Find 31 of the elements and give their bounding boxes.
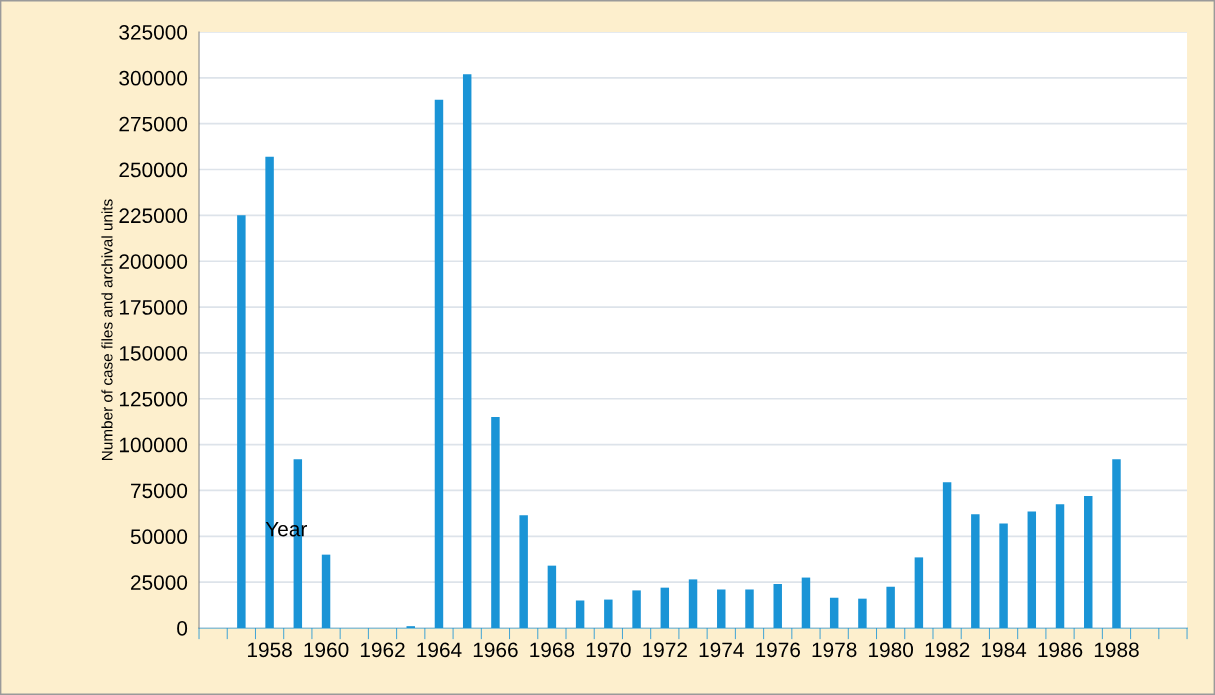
x-tick-label: 1972 <box>643 642 687 658</box>
y-tick-label: 325000 <box>119 24 188 40</box>
x-tick-label: 1966 <box>473 642 518 658</box>
x-tick-label: 1970 <box>586 642 631 658</box>
x-tick-label: 1974 <box>699 642 744 658</box>
y-tick-label: 125000 <box>119 391 188 407</box>
y-tick-label: 175000 <box>119 300 188 315</box>
y-tick-label: 250000 <box>119 162 188 178</box>
x-tick-label: 1962 <box>360 642 405 658</box>
x-tick-label: 1980 <box>869 642 913 658</box>
y-tick-label: 100000 <box>119 437 188 453</box>
x-tick-label: 1982 <box>925 642 970 658</box>
y-tick-label: 25000 <box>131 575 188 590</box>
x-tick-label: 1978 <box>812 642 857 658</box>
x-tick-label: 1968 <box>530 642 575 658</box>
x-tick-label: 1976 <box>756 642 800 658</box>
y-tick-label: 275000 <box>119 116 188 132</box>
y-tick-label: 75000 <box>131 483 188 499</box>
x-tick-label: 1984 <box>981 642 1027 658</box>
y-tick-label: 300000 <box>119 70 188 86</box>
x-tick-label: 1958 <box>248 642 292 658</box>
y-tick-label: 50000 <box>130 529 188 545</box>
y-tick-label: 0 <box>177 621 188 636</box>
x-tick-label: 1986 <box>1038 642 1083 658</box>
x-tick-label: 1960 <box>304 642 349 658</box>
y-tick-label: 225000 <box>119 208 188 224</box>
x-tick-label: 1988 <box>1094 642 1139 658</box>
x-tick-label: 1964 <box>417 642 462 658</box>
y-axis-title: Number of case files and archival units <box>101 199 113 460</box>
y-tick-label: 150000 <box>119 345 188 361</box>
y-tick-label: 200000 <box>119 254 188 269</box>
